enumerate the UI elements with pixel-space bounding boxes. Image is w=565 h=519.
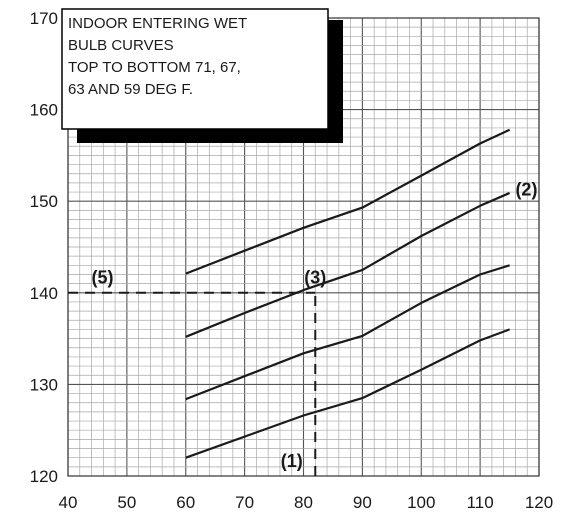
y-tick-label: 160: [30, 101, 58, 120]
series-line-wb59: [185, 328, 510, 459]
point-labels: (1) (2) (3) (5): [92, 180, 538, 471]
x-tick-label: 60: [176, 493, 195, 512]
annotation-panel: [61, 8, 329, 130]
annotation-line: TOP TO BOTTOM 71, 67,: [68, 59, 241, 76]
series-line-wb71: [185, 128, 511, 275]
y-tick-labels: 120 130 140 150 160 170: [30, 9, 58, 486]
x-tick-label: 110: [467, 493, 494, 512]
point-label-5: (5): [92, 268, 114, 288]
x-tick-label: 40: [59, 493, 78, 512]
annotation-line: BULB CURVES: [68, 37, 174, 54]
point-label-2: (2): [515, 180, 537, 200]
reference-lines: [68, 291, 317, 476]
series-layer: [185, 128, 511, 459]
x-tick-labels: 40 50 60 70 80 90 100 110 120: [59, 493, 554, 512]
series-line-wb67: [185, 191, 511, 338]
x-tick-label: 80: [294, 493, 313, 512]
series-line-wb63: [185, 264, 510, 401]
y-tick-label: 150: [30, 192, 58, 211]
point-label-1: (1): [281, 451, 303, 471]
annotation-line: 63 AND 59 DEG F.: [68, 81, 193, 98]
point-label-3: (3): [304, 268, 326, 288]
x-tick-label: 50: [117, 493, 136, 512]
y-tick-label: 130: [30, 375, 58, 394]
y-tick-label: 140: [30, 284, 58, 303]
annotation-box: INDOOR ENTERING WET BULB CURVES TOP TO B…: [61, 8, 343, 143]
annotation-line: INDOOR ENTERING WET: [68, 15, 247, 32]
x-tick-label: 70: [235, 493, 254, 512]
x-tick-label: 100: [407, 493, 435, 512]
y-tick-label: 120: [30, 467, 58, 486]
x-tick-label: 90: [353, 493, 372, 512]
y-tick-label: 170: [30, 9, 58, 28]
x-tick-label: 120: [525, 493, 553, 512]
